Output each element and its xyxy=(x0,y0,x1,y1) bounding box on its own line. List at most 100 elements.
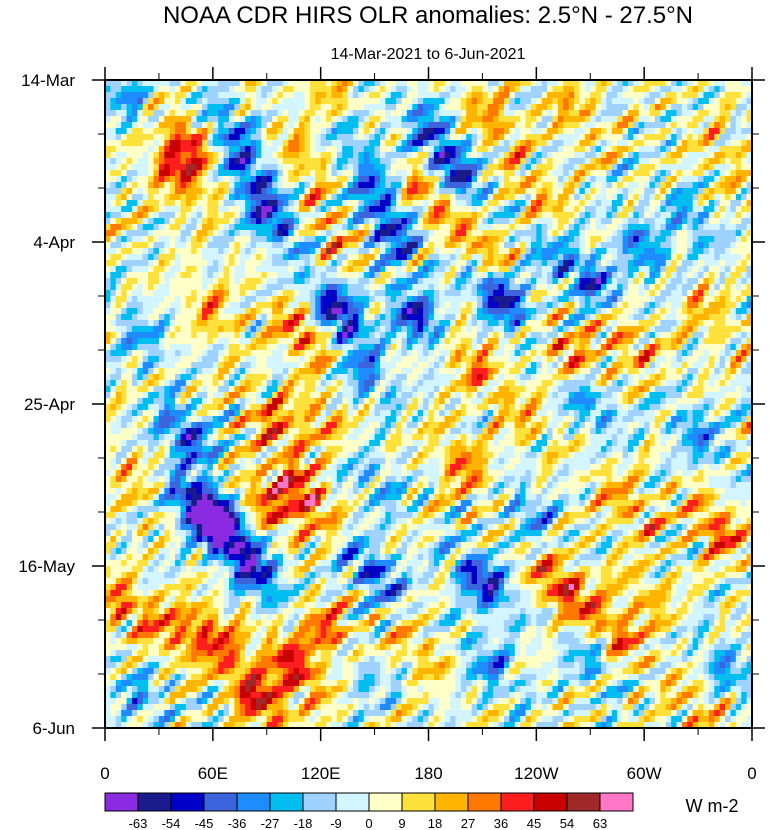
field-cell xyxy=(552,80,559,87)
field-cell xyxy=(633,206,640,213)
field-cell xyxy=(477,176,484,183)
field-cell xyxy=(444,212,451,219)
field-cell xyxy=(482,140,489,147)
field-cell xyxy=(525,320,532,327)
field-cell xyxy=(746,182,753,189)
field-cell xyxy=(374,284,381,291)
field-cell xyxy=(110,122,117,129)
field-cell xyxy=(175,158,182,165)
field-cell xyxy=(175,326,182,333)
field-cell xyxy=(191,146,198,153)
field-cell xyxy=(385,206,392,213)
field-cell xyxy=(622,218,629,225)
field-cell xyxy=(396,212,403,219)
field-cell xyxy=(126,92,133,99)
field-cell xyxy=(590,110,597,117)
field-cell xyxy=(687,158,694,165)
field-cell xyxy=(266,158,273,165)
field-cell xyxy=(644,98,651,105)
field-cell xyxy=(115,260,122,267)
field-cell xyxy=(207,296,214,303)
field-cell xyxy=(687,104,694,111)
field-cell xyxy=(633,212,640,219)
field-cell xyxy=(396,260,403,267)
field-cell xyxy=(261,242,268,249)
field-cell xyxy=(245,158,252,165)
field-cell xyxy=(358,266,365,273)
field-cell xyxy=(541,176,548,183)
field-cell xyxy=(606,182,613,189)
field-cell xyxy=(239,296,246,303)
field-cell xyxy=(530,164,537,171)
field-cell xyxy=(175,140,182,147)
field-cell xyxy=(358,206,365,213)
field-cell xyxy=(336,320,343,327)
field-cell xyxy=(482,236,489,243)
field-cell xyxy=(714,92,721,99)
field-cell xyxy=(223,206,230,213)
field-cell xyxy=(627,80,634,87)
field-cell xyxy=(223,80,230,87)
field-cell xyxy=(671,266,678,273)
field-cell xyxy=(627,272,634,279)
field-cell xyxy=(223,134,230,141)
field-cell xyxy=(530,176,537,183)
field-cell xyxy=(277,104,284,111)
field-cell xyxy=(552,302,559,309)
field-cell xyxy=(708,194,715,201)
field-cell xyxy=(169,284,176,291)
field-cell xyxy=(466,248,473,255)
field-cell xyxy=(223,284,230,291)
field-cell xyxy=(633,272,640,279)
field-cell xyxy=(725,290,732,297)
field-cell xyxy=(444,104,451,111)
field-cell xyxy=(681,272,688,279)
field-cell xyxy=(644,218,651,225)
field-cell xyxy=(191,314,198,321)
field-cell xyxy=(530,134,537,141)
field-cell xyxy=(148,308,155,315)
field-cell xyxy=(595,158,602,165)
field-cell xyxy=(719,320,726,327)
field-cell xyxy=(153,176,160,183)
field-cell xyxy=(530,116,537,123)
field-cell xyxy=(433,128,440,135)
field-cell xyxy=(482,212,489,219)
field-cell xyxy=(746,116,753,123)
field-cell xyxy=(115,146,122,153)
field-cell xyxy=(428,170,435,177)
field-cell xyxy=(746,284,753,291)
field-cell xyxy=(579,110,586,117)
field-cell xyxy=(676,158,683,165)
field-cell xyxy=(503,206,510,213)
field-cell xyxy=(153,146,160,153)
field-cell xyxy=(148,128,155,135)
field-cell xyxy=(741,152,748,159)
field-cell xyxy=(390,218,397,225)
field-cell xyxy=(234,296,241,303)
field-cell xyxy=(460,152,467,159)
field-cell xyxy=(698,236,705,243)
field-cell xyxy=(374,98,381,105)
field-cell xyxy=(358,80,365,87)
field-cell xyxy=(137,272,144,279)
field-cell xyxy=(687,98,694,105)
field-cell xyxy=(250,134,257,141)
field-cell xyxy=(525,302,532,309)
field-cell xyxy=(547,230,554,237)
field-cell xyxy=(514,158,521,165)
field-cell xyxy=(633,140,640,147)
field-cell xyxy=(245,278,252,285)
field-cell xyxy=(218,218,225,225)
field-cell xyxy=(126,116,133,123)
field-cell xyxy=(746,266,753,273)
field-cell xyxy=(353,170,360,177)
field-cell xyxy=(439,110,446,117)
field-cell xyxy=(681,182,688,189)
field-cell xyxy=(110,290,117,297)
field-cell xyxy=(158,308,165,315)
field-cell xyxy=(288,134,295,141)
field-cell xyxy=(121,260,128,267)
field-cell xyxy=(654,92,661,99)
field-cell xyxy=(439,200,446,207)
